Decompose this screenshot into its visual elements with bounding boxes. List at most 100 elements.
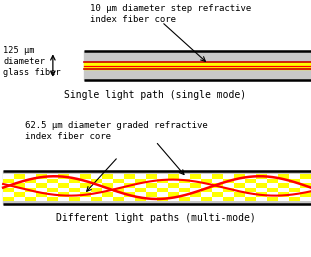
Bar	[146, 183, 157, 188]
Text: Different light paths (multi-mode): Different light paths (multi-mode)	[56, 213, 255, 223]
Bar	[36, 179, 47, 183]
Bar	[124, 174, 135, 179]
Bar	[25, 188, 36, 192]
Bar	[168, 174, 179, 179]
Bar	[190, 192, 201, 197]
Bar	[168, 197, 179, 201]
Bar	[58, 197, 69, 201]
Bar	[36, 188, 47, 192]
Bar	[91, 188, 102, 192]
Bar	[289, 183, 300, 188]
Bar	[135, 179, 146, 183]
Bar	[14, 179, 25, 183]
Bar	[113, 197, 124, 201]
Bar	[146, 188, 157, 192]
Bar	[80, 192, 91, 197]
Bar	[300, 183, 311, 188]
Bar	[124, 197, 135, 201]
Bar	[14, 174, 25, 179]
Bar	[201, 188, 212, 192]
Bar	[135, 188, 146, 192]
Bar	[146, 174, 157, 179]
Bar	[256, 197, 267, 201]
Bar	[80, 197, 91, 201]
Bar	[223, 174, 234, 179]
Bar	[80, 183, 91, 188]
Bar	[135, 174, 146, 179]
Bar	[146, 179, 157, 183]
Bar	[58, 188, 69, 192]
Bar	[179, 197, 190, 201]
Bar	[146, 192, 157, 197]
Bar	[58, 179, 69, 183]
Bar	[168, 183, 179, 188]
Bar	[135, 192, 146, 197]
Bar	[300, 188, 311, 192]
Bar	[212, 188, 223, 192]
Bar	[212, 192, 223, 197]
Bar	[3, 192, 14, 197]
Bar	[201, 179, 212, 183]
Bar	[179, 183, 190, 188]
Bar	[91, 174, 102, 179]
Bar	[69, 197, 80, 201]
Text: 62.5 μm diameter graded refractive
index fiber core: 62.5 μm diameter graded refractive index…	[25, 121, 208, 141]
Bar	[80, 174, 91, 179]
Bar	[102, 188, 113, 192]
Bar	[245, 197, 256, 201]
Bar	[25, 179, 36, 183]
Bar	[212, 183, 223, 188]
Bar	[289, 188, 300, 192]
Bar	[91, 183, 102, 188]
Bar	[234, 179, 245, 183]
Bar	[278, 183, 289, 188]
Bar	[278, 174, 289, 179]
Bar	[289, 174, 300, 179]
Bar	[267, 188, 278, 192]
Bar	[245, 188, 256, 192]
Bar	[25, 174, 36, 179]
Bar	[179, 188, 190, 192]
Bar	[267, 183, 278, 188]
Bar	[223, 188, 234, 192]
Text: 10 μm diameter step refractive
index fiber core: 10 μm diameter step refractive index fib…	[90, 4, 251, 24]
Bar	[25, 197, 36, 201]
Bar	[113, 179, 124, 183]
Bar	[157, 192, 168, 197]
Bar	[157, 197, 168, 201]
Bar	[245, 174, 256, 179]
Bar	[135, 197, 146, 201]
Bar	[124, 192, 135, 197]
Bar	[256, 188, 267, 192]
Bar	[69, 188, 80, 192]
Bar	[36, 192, 47, 197]
Bar	[91, 197, 102, 201]
Bar	[267, 192, 278, 197]
Bar	[234, 174, 245, 179]
Text: Single light path (single mode): Single light path (single mode)	[64, 90, 247, 100]
Bar	[168, 192, 179, 197]
Bar	[289, 179, 300, 183]
Bar	[256, 174, 267, 179]
Bar	[234, 188, 245, 192]
Bar	[47, 188, 58, 192]
Bar	[300, 192, 311, 197]
Bar	[47, 192, 58, 197]
Bar	[124, 188, 135, 192]
Bar	[113, 192, 124, 197]
Bar	[179, 192, 190, 197]
Bar	[47, 197, 58, 201]
Bar	[146, 197, 157, 201]
Bar	[245, 183, 256, 188]
Bar	[179, 174, 190, 179]
Bar	[36, 197, 47, 201]
Bar	[300, 179, 311, 183]
Bar	[102, 183, 113, 188]
Bar	[25, 192, 36, 197]
Bar	[69, 174, 80, 179]
Bar	[113, 183, 124, 188]
Bar	[245, 179, 256, 183]
Bar	[47, 179, 58, 183]
Bar	[102, 174, 113, 179]
Bar	[58, 192, 69, 197]
